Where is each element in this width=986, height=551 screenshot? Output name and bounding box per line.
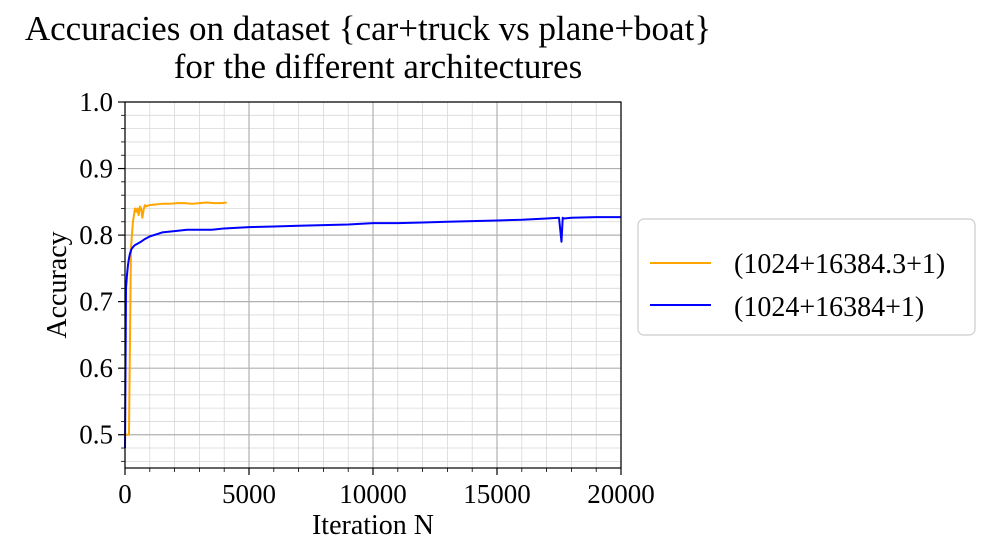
- x-tick-label: 5000: [222, 479, 276, 509]
- series-line-1: [124, 216, 621, 449]
- legend: (1024+16384.3+1) (1024+16384+1): [637, 218, 976, 336]
- y-axis-label: Accuracy: [42, 231, 73, 338]
- x-axis-label: Iteration N: [312, 510, 434, 541]
- y-tick-label: 0.6: [79, 353, 113, 383]
- chart-title-line2: for the different architectures: [174, 47, 582, 86]
- x-tick-label: 20000: [587, 479, 655, 509]
- x-tick-label: 0: [118, 479, 132, 509]
- plot-area: [124, 101, 622, 469]
- legend-label-1: (1024+16384+1): [734, 292, 924, 323]
- y-tick-label: 0.7: [79, 287, 113, 317]
- x-axis-ticks: 0 5000 10000 15000 20000: [118, 468, 655, 509]
- chart-title-line1: Accuracies on dataset {car+truck vs plan…: [25, 9, 711, 48]
- series-line-0: [125, 201, 227, 436]
- y-tick-label: 0.8: [79, 220, 113, 250]
- legend-box: [637, 218, 976, 336]
- y-tick-label: 0.5: [79, 420, 113, 450]
- series-layer: [124, 201, 621, 449]
- y-axis-ticks: 0.5 0.6 0.7 0.8 0.9 1.0: [79, 87, 125, 462]
- x-tick-label: 10000: [339, 479, 407, 509]
- y-tick-label: 0.9: [79, 154, 113, 184]
- x-tick-label: 15000: [463, 479, 531, 509]
- legend-label-0: (1024+16384.3+1): [734, 249, 945, 280]
- y-tick-label: 1.0: [79, 87, 113, 117]
